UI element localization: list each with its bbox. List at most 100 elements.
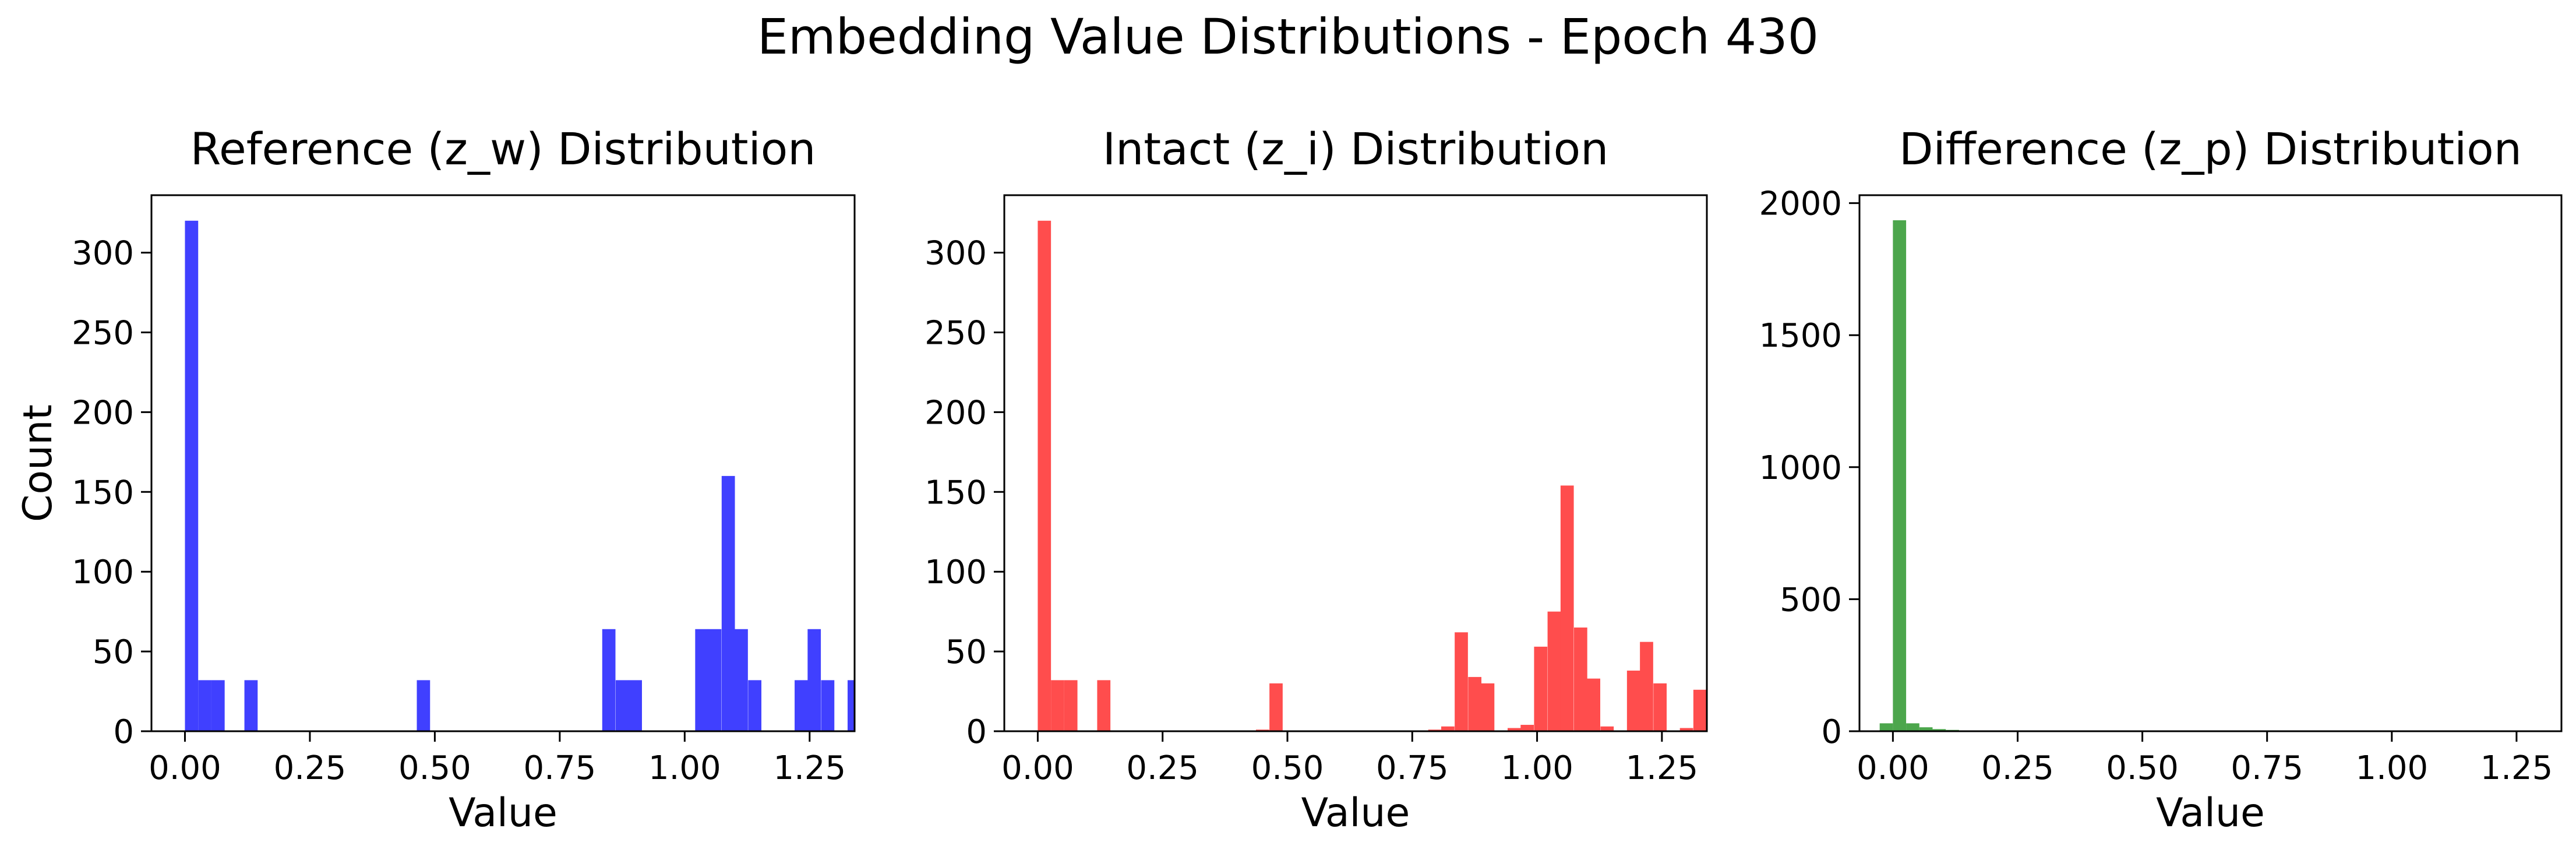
x-tick-label: 0.25 (1981, 749, 2054, 787)
histogram-bar (795, 680, 808, 731)
histogram-bar (748, 680, 762, 731)
panel-title: Reference (z_w) Distribution (190, 123, 816, 175)
y-tick-label: 250 (924, 314, 987, 352)
histogram-bar (1600, 726, 1614, 731)
x-tick-label: 1.00 (2355, 749, 2428, 787)
figure-title: Embedding Value Distributions - Epoch 43… (757, 8, 1819, 65)
histogram-bar (1441, 726, 1455, 731)
histogram-bar (1520, 725, 1534, 731)
histogram-bar (1653, 683, 1667, 731)
x-axis-label: Value (2156, 790, 2265, 836)
histogram-bar (211, 680, 225, 731)
y-tick-label: 200 (72, 394, 134, 432)
panels: 0.00 0.25 0.50 0.75 1.00 1.25 0 50 100 150 200 250 3… (15, 123, 2563, 836)
histogram-bar (1481, 683, 1495, 731)
panel-title: Intact (z_i) Distribution (1103, 123, 1609, 175)
histogram-bar (1893, 220, 1907, 731)
y-tick-label: 150 (924, 474, 987, 512)
histogram-bar (1919, 727, 1933, 731)
histogram-bar (1038, 220, 1051, 731)
histogram-bar (1587, 678, 1600, 731)
y-axis-label: Count (15, 404, 61, 522)
histogram-bar (244, 680, 258, 731)
histogram-bar (1640, 641, 1653, 731)
histogram-bar (1468, 676, 1481, 731)
x-tick-label: 0.50 (398, 749, 471, 787)
axes-frame (1003, 194, 1708, 732)
x-tick-label: 0.25 (1126, 749, 1199, 787)
axes-frame (1858, 194, 2563, 732)
y-tick-label: 200 (924, 394, 987, 432)
bars-group (185, 220, 855, 731)
x-tick-label: 1.00 (648, 749, 721, 787)
x-tick-label: 0.00 (149, 749, 221, 787)
histogram-bar (417, 680, 430, 731)
panel-title: Difference (z_p) Distribution (1899, 123, 2522, 175)
histogram-bar (615, 680, 629, 731)
x-tick-label: 0.00 (1001, 749, 1074, 787)
histogram-panel-2: 0.00 0.25 0.50 0.75 1.00 1.25 0 50 100 150 200 250 3… (924, 123, 1708, 836)
bars-group (1038, 220, 1707, 731)
histogram-bar (1547, 611, 1561, 731)
x-tick-label: 1.00 (1501, 749, 1573, 787)
histogram-panel-1: 0.00 0.25 0.50 0.75 1.00 1.25 0 50 100 150 200 250 3… (15, 123, 856, 836)
x-tick-label: 0.25 (274, 749, 347, 787)
y-tick-label: 500 (1780, 581, 1842, 619)
histogram-bar (185, 220, 199, 731)
histogram-bar (1626, 670, 1640, 731)
histogram-bar (1574, 628, 1587, 731)
x-tick-label: 0.50 (2106, 749, 2179, 787)
x-tick-label: 1.25 (773, 749, 846, 787)
y-tick-label: 50 (93, 633, 134, 671)
histogram-bar (1051, 680, 1064, 731)
histogram-bar (847, 680, 855, 731)
histogram-bar (1932, 729, 1946, 731)
y-tick-label: 0 (966, 713, 987, 751)
x-tick-label: 1.25 (2480, 749, 2553, 787)
histogram-bar (1534, 646, 1548, 731)
y-tick-label: 0 (113, 713, 134, 751)
histogram-bar (807, 629, 821, 731)
histogram-bar (602, 629, 616, 731)
y-tick-label: 300 (924, 235, 987, 273)
histogram-bar (1064, 680, 1078, 731)
histogram-bar (198, 680, 211, 731)
histogram-bar (1560, 485, 1574, 731)
axes-frame (150, 194, 856, 732)
histogram-bar (1679, 728, 1693, 731)
y-tick-label: 150 (72, 474, 134, 512)
y-tick-label: 1000 (1759, 449, 1842, 487)
histogram-bar (735, 629, 748, 731)
y-tick-label: 1500 (1759, 317, 1842, 355)
x-tick-label: 0.00 (1857, 749, 1929, 787)
histogram-bar (721, 475, 735, 731)
histogram-bar (1906, 723, 1919, 731)
histogram-bar (1879, 723, 1893, 731)
x-axis-label: Value (449, 790, 557, 836)
histogram-bar (1269, 683, 1283, 731)
y-tick-label: 100 (72, 554, 134, 591)
x-tick-label: 0.75 (2231, 749, 2303, 787)
histogram-bar (695, 629, 709, 731)
histogram-panel-3: 0.00 0.25 0.50 0.75 1.00 1.25 0 500 1000 1500 2000… (1759, 123, 2563, 836)
histogram-bar (821, 680, 835, 731)
histogram-bar (629, 680, 642, 731)
x-tick-label: 0.75 (1376, 749, 1449, 787)
histogram-bar (1455, 632, 1468, 731)
y-tick-label: 300 (72, 235, 134, 273)
y-tick-label: 0 (1821, 713, 1842, 751)
x-axis-label: Value (1301, 790, 1410, 836)
bars-group (1879, 220, 1972, 731)
x-tick-label: 1.25 (1626, 749, 1699, 787)
y-tick-label: 100 (924, 554, 987, 591)
y-tick-label: 250 (72, 314, 134, 352)
histogram-bar (1508, 728, 1521, 731)
x-tick-label: 0.75 (524, 749, 597, 787)
histogram-bar (708, 629, 722, 731)
y-tick-label: 50 (945, 633, 987, 671)
histogram-bar (1097, 680, 1111, 731)
x-tick-label: 0.50 (1251, 749, 1324, 787)
y-tick-label: 2000 (1759, 185, 1842, 223)
histogram-bar (1693, 689, 1707, 731)
